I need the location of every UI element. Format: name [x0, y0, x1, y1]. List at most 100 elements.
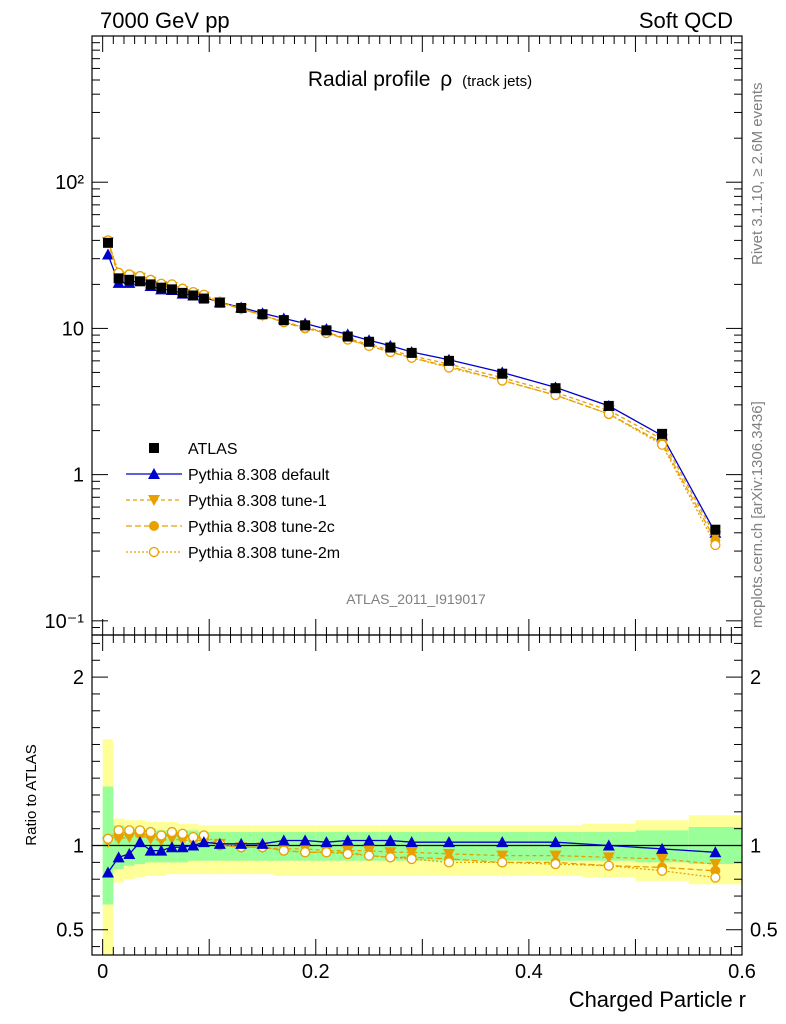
point-pythia-8-308-tune-2m — [166, 826, 178, 838]
ratio-ylabel: Ratio to ATLAS — [23, 744, 40, 845]
legend-marker-pythia-8-308-tune-2c — [149, 521, 159, 531]
point-pythia-8-308-default — [277, 834, 290, 846]
point-pythia-8-308-default — [144, 844, 157, 856]
point-pythia-8-308-default — [165, 841, 178, 853]
point-pythia-8-308-default — [320, 836, 333, 848]
point-atlas — [113, 273, 124, 284]
header-right: Soft QCD — [639, 8, 733, 33]
watermark: ATLAS_2011_I919017 — [346, 591, 486, 607]
title-note: (track jets) — [462, 73, 532, 90]
series-line-pythia-8-308-tune-2m — [107, 829, 716, 879]
ratio-ytick-label-left: 0.5 — [56, 920, 84, 942]
point-pythia-8-308-default — [197, 836, 210, 848]
series-line-pythia-8-308-tune-1 — [107, 241, 716, 537]
main-ytick-label: 10 — [62, 318, 84, 340]
legend-marker-pythia-8-308-tune-2m — [148, 546, 160, 558]
point-atlas — [188, 290, 199, 301]
point-pythia-8-308-tune-2m — [342, 848, 353, 860]
main-ytick-label: 1 — [73, 465, 84, 487]
point-atlas — [497, 368, 508, 379]
ratio-xtick-label: 0 — [97, 961, 108, 983]
point-pythia-8-308-default — [549, 836, 562, 848]
point-atlas — [710, 524, 721, 535]
point-pythia-8-308-tune-2m — [134, 825, 146, 836]
main-panel: 10⁻¹ 1 10 10² Radial profile ρ (track jets)… — [45, 35, 743, 636]
main-marks — [101, 235, 722, 551]
legend-label-pythia-8-308-tune-2c: Pythia 8.308 tune-2c — [188, 519, 335, 536]
point-pythia-8-308-default — [155, 844, 168, 856]
point-atlas — [603, 400, 614, 411]
point-pythia-8-308-default — [442, 836, 455, 848]
point-pythia-8-308-tune-1 — [709, 859, 722, 871]
point-pythia-8-308-default — [363, 834, 376, 846]
point-atlas — [145, 279, 156, 290]
ratio-ytick-label-right: 1 — [750, 836, 761, 858]
ratio-marks — [92, 739, 742, 955]
point-pythia-8-308-default — [101, 248, 114, 260]
main-axes: 10⁻¹ 1 10 10² — [45, 35, 743, 636]
point-atlas — [550, 383, 561, 394]
point-atlas — [124, 274, 135, 285]
point-pythia-8-308-tune-2m — [102, 833, 114, 844]
point-pythia-8-308-default — [213, 837, 226, 849]
point-pythia-8-308-default — [341, 834, 354, 846]
ratio-frame — [91, 634, 743, 956]
point-atlas — [177, 287, 188, 298]
point-atlas — [657, 428, 668, 439]
point-pythia-8-308-default — [384, 834, 397, 846]
point-atlas — [134, 276, 145, 287]
point-pythia-8-308-tune-1 — [549, 850, 562, 862]
ratio-axes: 0 0.2 0.4 0.6 0.5 0.5 1 1 2 2 — [56, 635, 778, 983]
point-atlas — [406, 347, 417, 358]
main-ytick-label: 10² — [55, 172, 84, 194]
ratio-ytick-label-right: 0.5 — [750, 920, 778, 942]
point-pythia-8-308-default — [133, 836, 146, 848]
ratio-xtick-label: 0.4 — [515, 961, 543, 983]
point-atlas — [385, 342, 396, 353]
point-pythia-8-308-tune-2m — [710, 872, 721, 883]
point-pythia-8-308-tune-2m — [278, 845, 289, 856]
point-pythia-8-308-tune-2m — [113, 825, 124, 836]
legend-label-pythia-8-308-default: Pythia 8.308 default — [188, 467, 330, 484]
point-pythia-8-308-default — [123, 847, 136, 859]
point-pythia-8-308-default — [101, 866, 114, 878]
point-pythia-8-308-tune-2m — [124, 825, 135, 836]
point-atlas — [156, 282, 167, 293]
ratio-ytick-label-left: 1 — [73, 836, 84, 858]
point-pythia-8-308-tune-2m — [710, 539, 721, 551]
point-pythia-8-308-default — [656, 842, 669, 854]
point-atlas — [166, 284, 177, 295]
legend-marker-pythia-8-308-default — [148, 468, 160, 479]
point-pythia-8-308-default — [496, 836, 509, 848]
point-pythia-8-308-default — [176, 841, 189, 853]
title-symbol: ρ — [440, 68, 452, 91]
point-pythia-8-308-default — [235, 837, 248, 849]
point-pythia-8-308-tune-2m — [656, 439, 668, 450]
point-pythia-8-308-tune-1 — [496, 850, 509, 862]
band-inner-bin — [113, 825, 124, 870]
ratio-xtick-label: 0.2 — [302, 961, 330, 983]
point-pythia-8-308-tune-1 — [602, 852, 615, 864]
point-pythia-8-308-tune-2m — [443, 857, 455, 868]
point-pythia-8-308-tune-2m — [603, 860, 614, 871]
legend-label-pythia-8-308-tune-1: Pythia 8.308 tune-1 — [188, 493, 327, 510]
point-pythia-8-308-tune-2m — [177, 828, 188, 839]
legend-marker-pythia-8-308-tune-1 — [148, 495, 160, 506]
side-text-top: Rivet 3.1.10, ≥ 2.6M events — [749, 83, 766, 266]
point-pythia-8-308-tune-2m — [321, 847, 332, 858]
ratio-ytick-label-right: 2 — [750, 667, 761, 689]
point-atlas — [364, 336, 375, 347]
ratio-xtick-label: 0.6 — [728, 961, 756, 983]
point-pythia-8-308-default — [112, 851, 125, 863]
point-atlas — [236, 302, 247, 313]
band-inner-bin — [379, 832, 402, 861]
side-text-bottom: mcplots.cern.ch [arXiv:1306.3436] — [749, 401, 766, 628]
point-pythia-8-308-default — [602, 839, 615, 851]
title-main: Radial profile — [308, 68, 431, 91]
point-pythia-8-308-tune-2m — [406, 853, 417, 865]
legend-label-atlas: ATLAS — [188, 441, 238, 458]
point-pythia-8-308-tune-2m — [497, 857, 508, 868]
point-pythia-8-308-tune-2m — [145, 826, 156, 838]
legend: ATLAS Pythia 8.308 default Pythia 8.308 tu… — [126, 441, 340, 562]
